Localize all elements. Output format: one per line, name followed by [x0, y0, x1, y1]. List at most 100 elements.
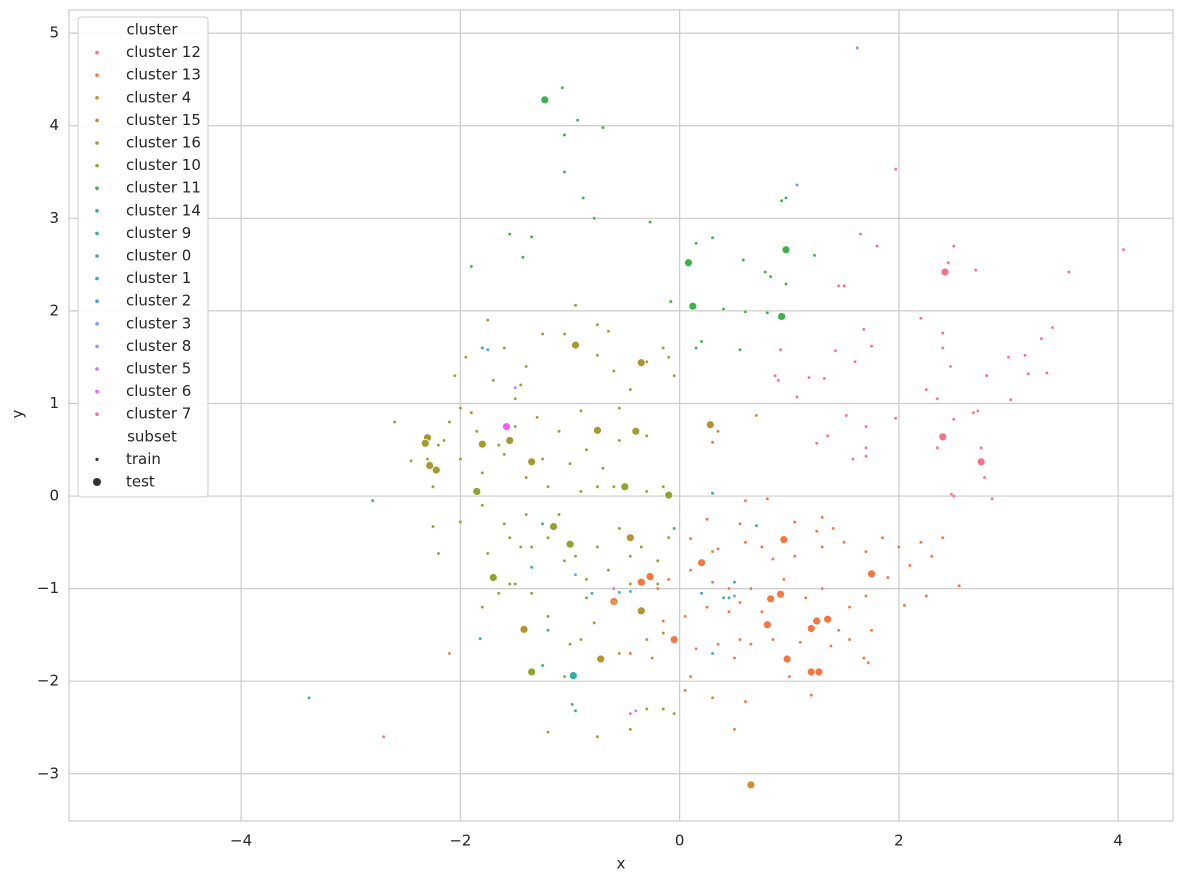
- point: [979, 446, 983, 450]
- legend-label: cluster 8: [126, 337, 191, 355]
- point: [562, 559, 567, 563]
- point: [820, 545, 824, 549]
- point: [793, 554, 797, 558]
- point: [951, 244, 956, 248]
- point: [699, 339, 704, 344]
- point: [486, 348, 490, 352]
- x-axis-label: x: [617, 855, 626, 873]
- point: [593, 425, 602, 435]
- point: [573, 303, 578, 308]
- point: [941, 331, 945, 335]
- point: [584, 577, 589, 582]
- point: [705, 605, 709, 609]
- point: [862, 327, 866, 332]
- plot-area: [68, 9, 1174, 822]
- point: [727, 610, 731, 614]
- point: [617, 438, 622, 443]
- point: [842, 540, 846, 545]
- point: [941, 535, 945, 540]
- point: [893, 167, 898, 171]
- point: [951, 494, 956, 498]
- point: [579, 489, 583, 494]
- y-axis-label: y: [9, 409, 27, 418]
- point: [908, 563, 912, 568]
- point: [579, 637, 583, 642]
- point: [743, 310, 748, 314]
- point: [595, 485, 600, 489]
- point: [781, 245, 791, 255]
- legend-label: cluster 10: [126, 156, 201, 174]
- x-tick-label: −4: [230, 832, 252, 850]
- point: [919, 540, 923, 545]
- point: [549, 522, 558, 531]
- point: [836, 628, 841, 633]
- legend-marker: [95, 186, 99, 190]
- point: [710, 440, 715, 445]
- point: [710, 651, 715, 656]
- point: [833, 348, 838, 353]
- legend-label: cluster 5: [126, 360, 191, 378]
- point: [307, 696, 311, 700]
- point: [787, 674, 792, 679]
- point: [864, 454, 868, 458]
- legend-box: [77, 16, 209, 498]
- point: [864, 549, 868, 554]
- point: [984, 373, 989, 378]
- point: [982, 475, 987, 480]
- point: [502, 452, 506, 457]
- point: [771, 557, 775, 561]
- point: [601, 125, 605, 130]
- point: [617, 590, 622, 595]
- point: [645, 572, 655, 581]
- grid: −4 −2 0 2 4 −3 −2 −1 0 1 2 3 4 5: [37, 10, 1173, 850]
- legend-marker: [95, 96, 99, 100]
- legend-marker: [95, 141, 99, 145]
- point: [795, 395, 799, 399]
- legend-label: test: [126, 473, 155, 491]
- point: [763, 270, 767, 274]
- point: [669, 635, 679, 644]
- point: [634, 709, 638, 713]
- point: [562, 332, 567, 336]
- point: [458, 457, 463, 461]
- point: [584, 448, 589, 452]
- legend-marker: [95, 389, 99, 394]
- point: [540, 95, 550, 105]
- point: [507, 232, 512, 236]
- point: [924, 387, 929, 392]
- point: [897, 545, 901, 549]
- point: [935, 397, 940, 401]
- point: [831, 526, 835, 531]
- point: [688, 301, 698, 311]
- legend-label: cluster 13: [126, 66, 201, 84]
- point: [568, 671, 578, 681]
- legend-label: cluster 4: [126, 88, 191, 106]
- point: [617, 406, 622, 410]
- point: [762, 620, 772, 630]
- point: [743, 699, 748, 704]
- point: [442, 438, 446, 443]
- point: [760, 610, 764, 614]
- point: [858, 232, 863, 236]
- point: [738, 600, 742, 605]
- point: [880, 535, 885, 540]
- point: [486, 318, 490, 322]
- point: [666, 355, 671, 359]
- point: [938, 432, 948, 442]
- point: [529, 565, 534, 570]
- point: [853, 360, 857, 364]
- y-tick-label: 3: [49, 209, 59, 227]
- point: [886, 575, 890, 580]
- point: [688, 674, 693, 679]
- point: [814, 667, 824, 677]
- point: [557, 429, 561, 433]
- point: [867, 569, 876, 579]
- point: [976, 409, 980, 413]
- point: [497, 591, 501, 596]
- point: [820, 586, 824, 591]
- point: [716, 547, 720, 551]
- point: [612, 586, 616, 591]
- point: [648, 220, 652, 224]
- legend-label: cluster 2: [126, 292, 191, 310]
- point: [1121, 248, 1126, 252]
